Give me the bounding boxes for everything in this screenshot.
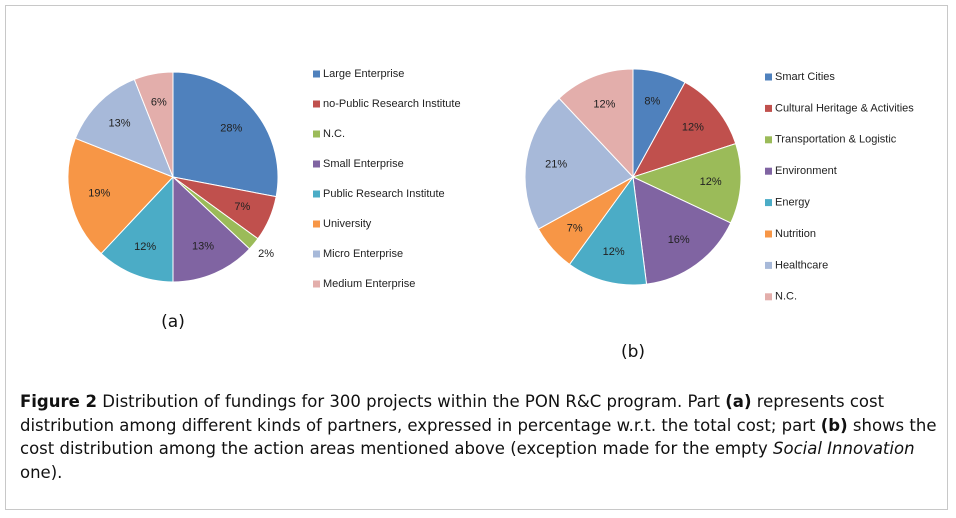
legend-swatch bbox=[313, 70, 320, 78]
legend-swatch bbox=[765, 199, 772, 207]
chart: 28% 7% 2% 13% 12% 19% 13% 6% Large Enterprise no-… bbox=[67, 68, 914, 362]
legend-swatch bbox=[765, 104, 772, 112]
legend-label: Cultural Heritage & Activities bbox=[775, 102, 914, 114]
legend-label: Nutrition bbox=[775, 228, 816, 240]
data-label: 8% bbox=[644, 96, 660, 108]
data-label: 12% bbox=[593, 99, 615, 111]
data-label: 12% bbox=[682, 121, 704, 133]
caption-text: represents cost distribution among diffe… bbox=[20, 392, 885, 435]
data-label: 13% bbox=[192, 240, 214, 252]
legend-label: Environment bbox=[775, 165, 837, 177]
legend-label: Smart Cities bbox=[775, 71, 835, 83]
pie-slice bbox=[133, 71, 174, 178]
legend-swatch bbox=[313, 220, 320, 228]
data-label: 21% bbox=[545, 159, 567, 171]
pie-slice bbox=[172, 71, 279, 198]
data-label: 7% bbox=[234, 201, 250, 213]
data-label: 12% bbox=[134, 241, 156, 253]
figure-frame bbox=[5, 5, 948, 510]
pie-slice bbox=[524, 97, 634, 230]
caption-ref: (b) bbox=[820, 415, 848, 435]
legend-label: Large Enterprise bbox=[323, 68, 404, 80]
legend-label: Public Research Institute bbox=[323, 188, 445, 200]
legend-label: Small Enterprise bbox=[323, 158, 404, 170]
legend-swatch bbox=[765, 261, 772, 269]
data-label: 19% bbox=[88, 187, 110, 199]
legend-label: Medium Enterprise bbox=[323, 278, 415, 290]
legend-label: Micro Enterprise bbox=[323, 248, 403, 260]
pie-slice bbox=[568, 175, 648, 286]
legend-swatch bbox=[765, 136, 772, 144]
chart-title: (b) bbox=[621, 342, 645, 362]
chart-title: (a) bbox=[161, 312, 185, 332]
legend-swatch bbox=[765, 230, 772, 238]
legend-label: Energy bbox=[775, 197, 810, 209]
data-label: 12% bbox=[700, 176, 722, 188]
legend-label: University bbox=[323, 218, 372, 230]
caption-label: Figure 2 bbox=[20, 392, 98, 411]
caption-ref: (a) bbox=[725, 392, 752, 411]
pie-slice bbox=[74, 78, 174, 178]
legend-label: N.C. bbox=[323, 128, 345, 140]
legend-swatch bbox=[765, 167, 772, 175]
legend-label: no-Public Research Institute bbox=[323, 98, 461, 110]
legend-label: N.C. bbox=[775, 291, 797, 303]
data-label: 13% bbox=[109, 117, 131, 129]
legend-swatch bbox=[313, 250, 320, 258]
pie-slice bbox=[558, 68, 634, 179]
caption: Figure 2 Distribution of fundings for 30… bbox=[20, 390, 945, 484]
pie-slice bbox=[100, 175, 174, 283]
legend-swatch bbox=[313, 190, 320, 198]
legend-label: Transportation & Logistic bbox=[775, 134, 897, 146]
data-label: 6% bbox=[151, 97, 167, 109]
pie-slice bbox=[172, 175, 251, 283]
legend-swatch bbox=[313, 130, 320, 138]
legend-swatch bbox=[313, 280, 320, 288]
caption-text: one). bbox=[20, 462, 63, 482]
legend-swatch bbox=[765, 293, 772, 301]
pie-slice bbox=[631, 81, 737, 178]
legend-swatch bbox=[313, 160, 320, 168]
data-label: 2% bbox=[258, 248, 274, 260]
caption-emphasis: Social Innovation bbox=[773, 439, 915, 458]
legend-swatch bbox=[765, 73, 772, 81]
pie-slice bbox=[631, 142, 742, 224]
data-label: 12% bbox=[603, 246, 625, 258]
data-label: 28% bbox=[220, 123, 242, 135]
caption-text: shows the cost distribution among the ac… bbox=[20, 415, 937, 459]
data-label: 16% bbox=[668, 234, 690, 246]
legend-label: Healthcare bbox=[775, 259, 828, 271]
legend-swatch bbox=[313, 100, 320, 108]
data-label: 7% bbox=[567, 222, 583, 234]
caption-text: Distribution of fundings for 300 project… bbox=[97, 392, 726, 411]
pie-slice bbox=[632, 176, 732, 285]
